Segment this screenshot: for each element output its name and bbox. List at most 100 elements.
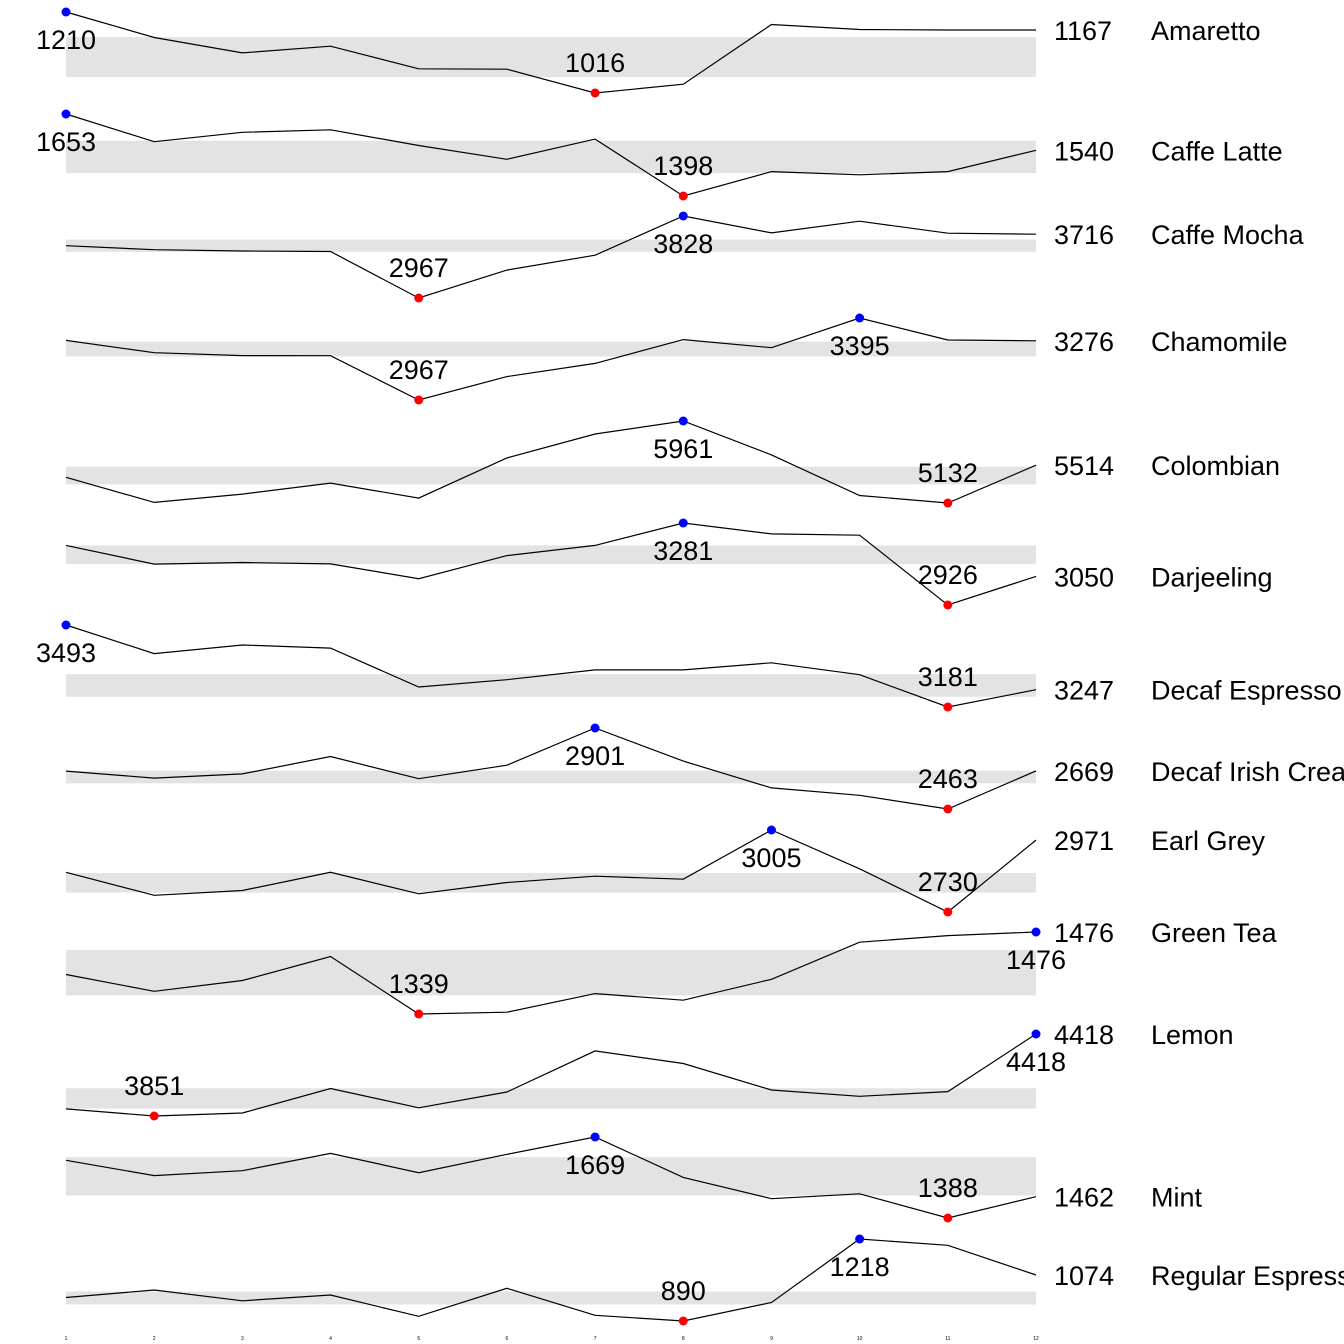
band-chamomile [66, 341, 1036, 357]
max-point-chamomile [855, 313, 865, 323]
min-label-lemon: 3851 [124, 1071, 184, 1101]
line-amaretto [65, 11, 1036, 94]
x-tick-label: 11 [945, 1336, 950, 1342]
min-label-caffe-latte: 1398 [653, 151, 713, 181]
x-tick-label: 6 [506, 1336, 509, 1342]
min-label-earl-grey: 2730 [918, 867, 978, 897]
min-point-regular-espresso [678, 1316, 688, 1326]
band-darjeeling [66, 545, 1036, 565]
min-point-lemon [149, 1111, 159, 1121]
min-label-colombian: 5132 [918, 458, 978, 488]
min-point-caffe-latte [678, 191, 688, 201]
max-label-colombian: 5961 [653, 434, 713, 464]
min-point-green-tea [414, 1009, 424, 1019]
series-name-caffe-mocha: Caffe Mocha [1151, 220, 1305, 250]
min-label-decaf-espresso: 3181 [918, 662, 978, 692]
max-label-caffe-mocha: 3828 [653, 229, 713, 259]
band-decaf-espresso [66, 674, 1036, 697]
x-axis-ticks: 1 2 3 4 5 6 7 8 9 10 11 12 [65, 1336, 1039, 1342]
x-tick-label: 8 [682, 1336, 685, 1342]
series-name-earl-grey: Earl Grey [1151, 826, 1266, 856]
max-point-green-tea [1031, 927, 1041, 937]
min-point-mint [943, 1213, 953, 1223]
end-value-earl-grey: 2971 [1054, 826, 1114, 856]
band-regular-espresso [66, 1291, 1036, 1305]
min-point-darjeeling [943, 600, 953, 610]
end-value-colombian: 5514 [1054, 451, 1114, 481]
x-tick-label: 3 [241, 1336, 244, 1342]
x-tick-label: 5 [417, 1336, 420, 1342]
series-name-mint: Mint [1151, 1183, 1203, 1213]
series-name-caffe-latte: Caffe Latte [1151, 136, 1283, 166]
band-earl-grey [66, 872, 1036, 893]
line-decaf-espresso [65, 624, 1037, 708]
max-label-chamomile: 3395 [830, 331, 890, 361]
max-point-decaf-espresso [61, 620, 71, 630]
max-point-lemon [1031, 1029, 1041, 1039]
max-label-lemon: 4418 [1006, 1047, 1066, 1077]
line-decaf-irish-cream [65, 727, 1037, 810]
max-label-regular-espresso: 1218 [830, 1252, 890, 1282]
min-label-regular-espresso: 890 [661, 1276, 706, 1306]
max-point-caffe-latte [61, 109, 71, 119]
x-tick-label: 2 [153, 1336, 156, 1342]
band-amaretto [66, 37, 1036, 78]
line-layer [65, 11, 1037, 1322]
max-label-darjeeling: 3281 [653, 536, 713, 566]
series-name-amaretto: Amaretto [1151, 16, 1261, 46]
x-tick-label: 9 [770, 1336, 773, 1342]
max-point-decaf-irish-cream [590, 723, 600, 733]
line-lemon [65, 1033, 1037, 1117]
end-value-caffe-mocha: 3716 [1054, 220, 1114, 250]
x-tick-label: 1 [65, 1336, 68, 1342]
line-colombian [65, 420, 1037, 504]
x-tick-label: 4 [329, 1336, 332, 1342]
min-label-chamomile: 2967 [389, 355, 449, 385]
series-name-decaf-espresso: Decaf Espresso [1151, 676, 1342, 706]
max-label-earl-grey: 3005 [741, 843, 801, 873]
band-mint [66, 1157, 1036, 1196]
max-point-darjeeling [678, 518, 688, 528]
min-label-decaf-irish-cream: 2463 [918, 764, 978, 794]
max-point-mint [590, 1132, 600, 1142]
x-tick-label: 12 [1033, 1336, 1039, 1342]
band-colombian [66, 466, 1036, 485]
series-name-chamomile: Chamomile [1151, 327, 1288, 357]
end-value-mint: 1462 [1054, 1183, 1114, 1213]
series-name-green-tea: Green Tea [1151, 918, 1278, 948]
min-label-green-tea: 1339 [389, 969, 449, 999]
line-mint [65, 1136, 1037, 1219]
series-name-regular-espresso: Regular Espresso [1151, 1261, 1344, 1291]
end-value-caffe-latte: 1540 [1054, 136, 1114, 166]
band-lemon [66, 1088, 1036, 1109]
min-point-earl-grey [943, 907, 953, 917]
min-point-chamomile [414, 395, 424, 405]
min-point-caffe-mocha [414, 293, 424, 303]
band-caffe-mocha [66, 239, 1036, 252]
min-point-amaretto [590, 88, 600, 98]
max-label-caffe-latte: 1653 [36, 127, 96, 157]
line-caffe-mocha [65, 215, 1037, 299]
min-point-colombian [943, 498, 953, 508]
min-point-decaf-irish-cream [943, 804, 953, 814]
max-point-caffe-mocha [678, 211, 688, 221]
max-point-amaretto [61, 7, 71, 17]
end-value-green-tea: 1476 [1054, 918, 1114, 948]
end-value-regular-espresso: 1074 [1054, 1261, 1114, 1291]
end-value-chamomile: 3276 [1054, 327, 1114, 357]
min-label-darjeeling: 2926 [918, 560, 978, 590]
max-point-earl-grey [766, 825, 776, 835]
max-label-decaf-espresso: 3493 [36, 638, 96, 668]
max-label-green-tea: 1476 [1006, 945, 1066, 975]
end-value-decaf-irish-cream: 2669 [1054, 757, 1114, 787]
end-value-amaretto: 1167 [1054, 16, 1112, 46]
series-name-decaf-irish-cream: Decaf Irish Cream [1151, 757, 1344, 787]
min-label-amaretto: 1016 [565, 48, 625, 78]
series-name-lemon: Lemon [1151, 1020, 1234, 1050]
max-point-regular-espresso [855, 1234, 865, 1244]
line-regular-espresso [65, 1238, 1037, 1322]
line-chamomile [65, 317, 1037, 401]
end-value-decaf-espresso: 3247 [1054, 676, 1114, 706]
band-caffe-latte [66, 140, 1036, 174]
